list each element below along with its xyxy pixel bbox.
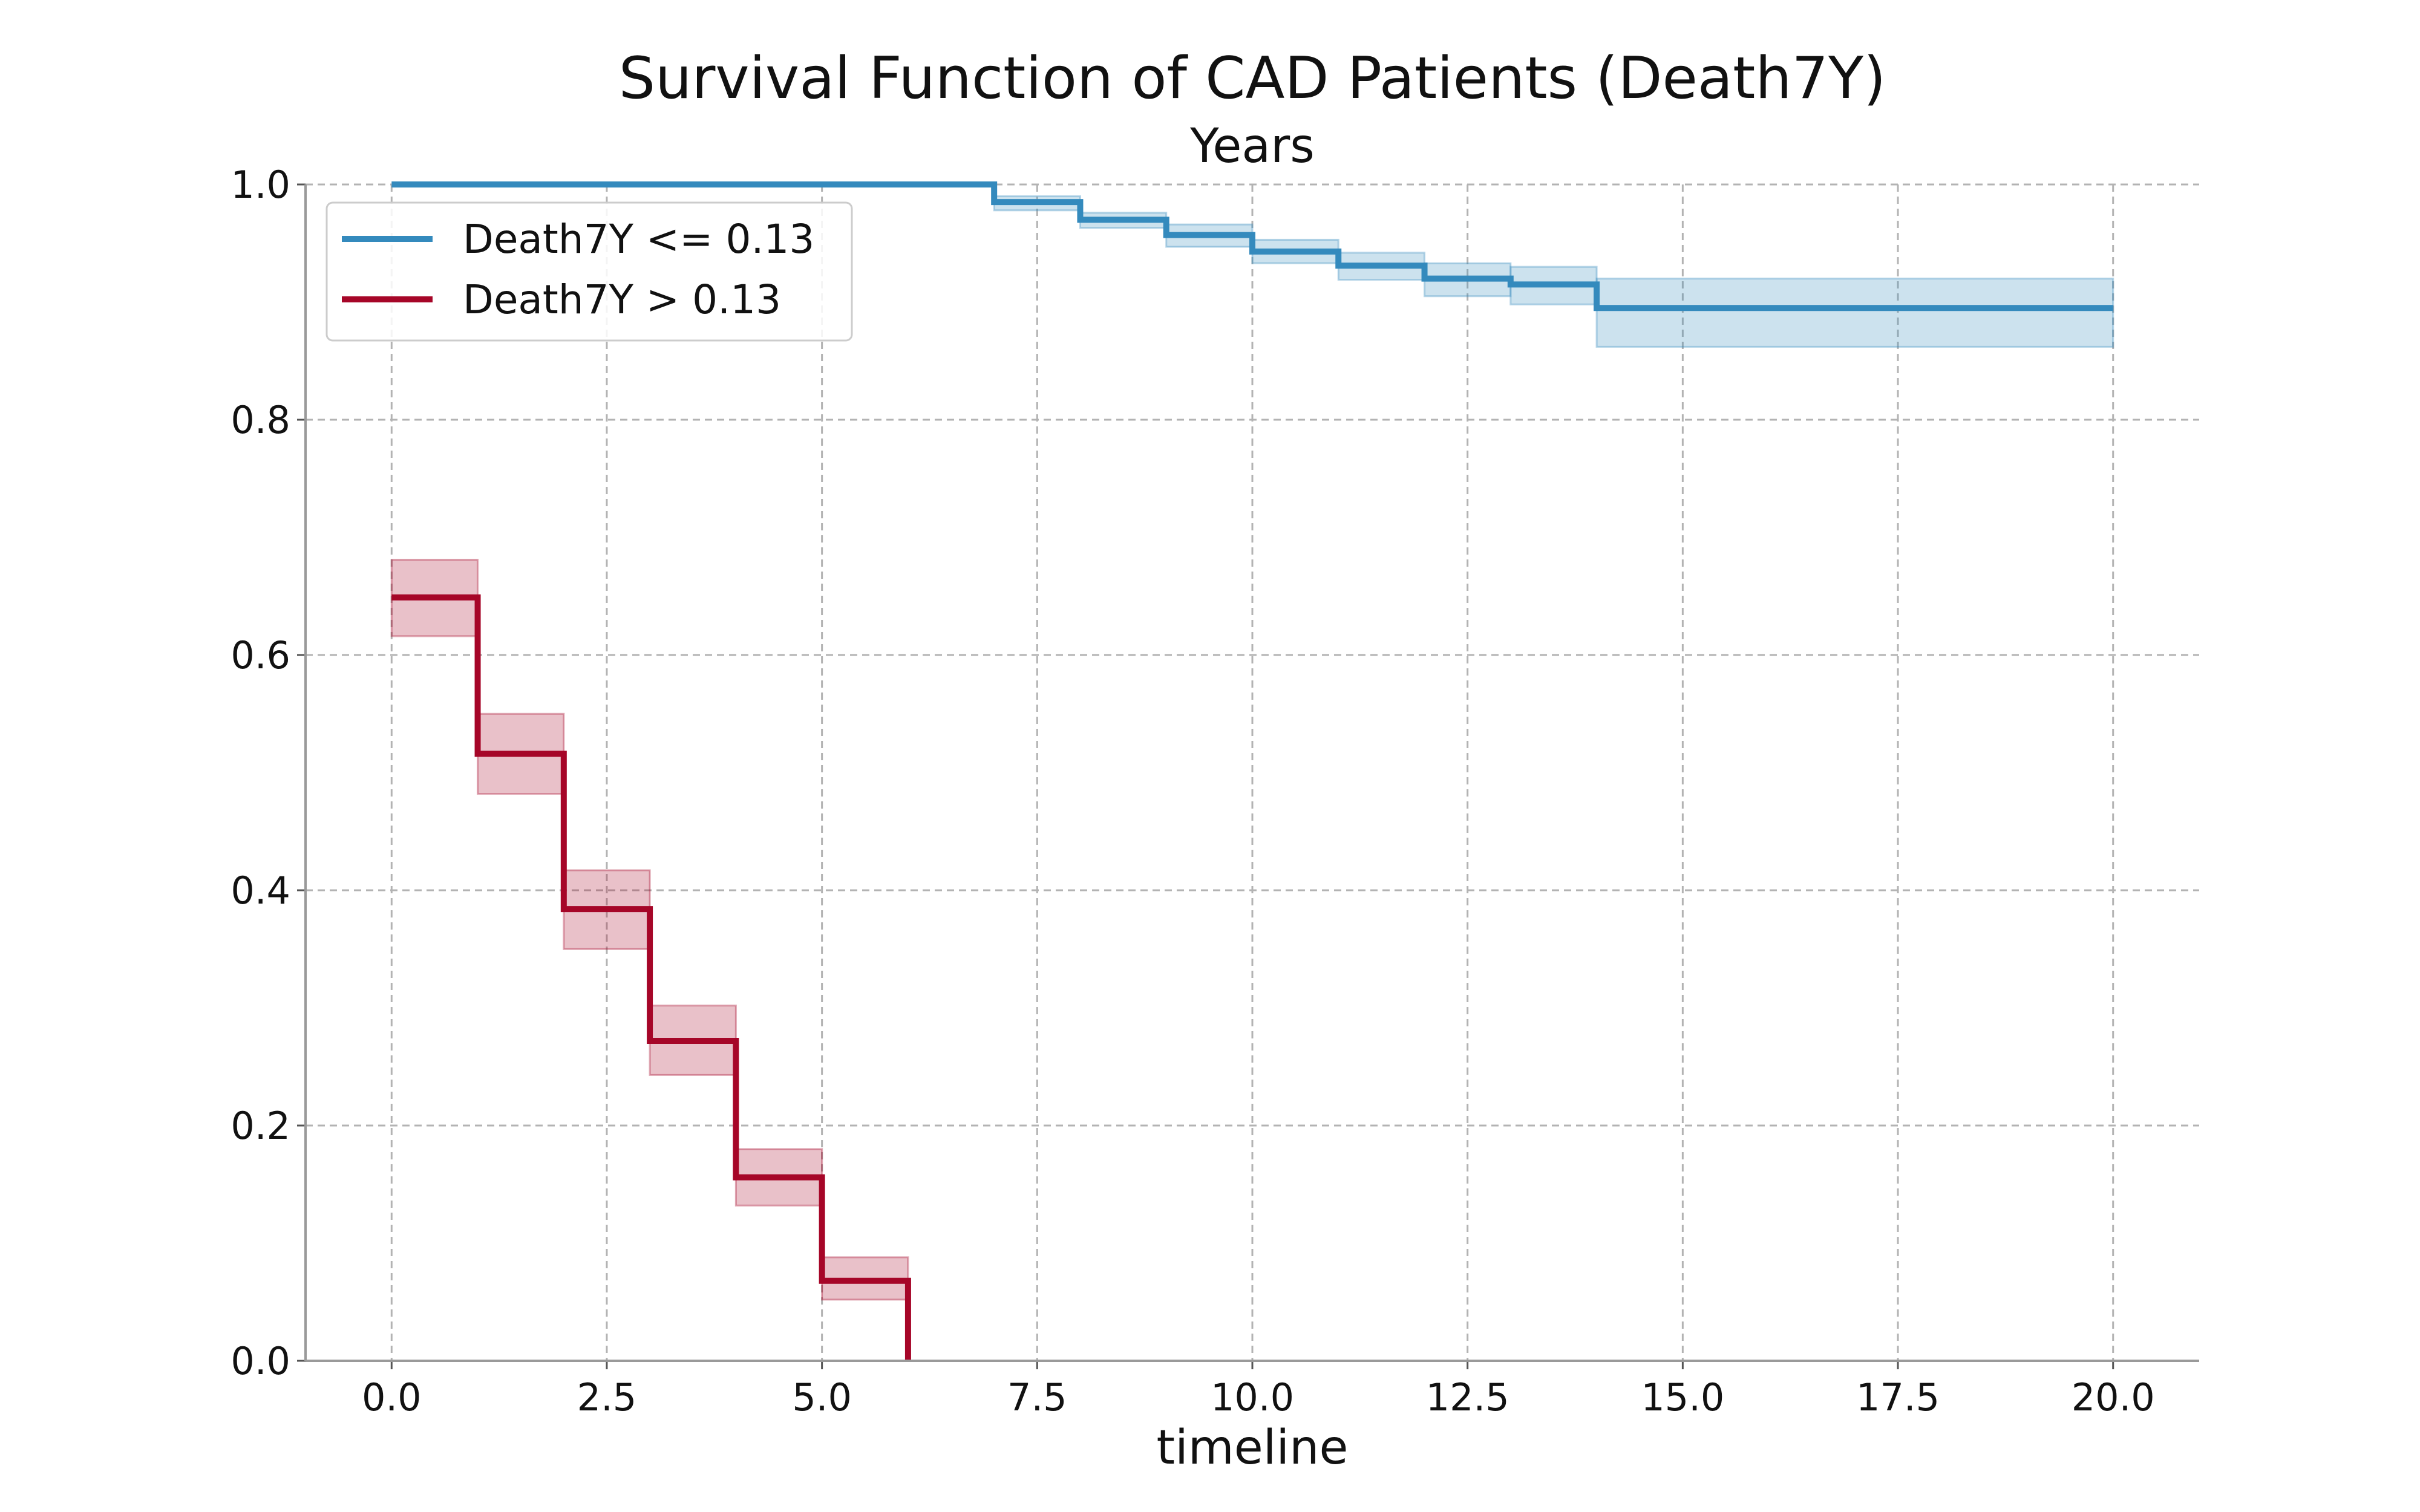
y-tick-label: 1.0 [231,163,290,207]
chart-subtitle: Years [1189,119,1315,174]
survival-line-series-1 [391,594,911,1361]
survival-line-series-0 [391,181,2113,311]
y-tick-label: 0.0 [231,1339,290,1383]
x-tick-label: 12.5 [1426,1375,1509,1419]
legend-label-low-risk: Death7Y <= 0.13 [463,216,814,262]
x-tick-label: 2.5 [577,1375,637,1419]
x-tick-label: 5.0 [792,1375,852,1419]
ci-band-segment [1595,278,2114,348]
y-tick-label: 0.4 [231,868,290,913]
y-tick-label: 0.8 [231,398,290,442]
tick-labels: 0.0 2.5 5.0 7.5 10.0 12.5 15.0 17.5 20.0 0.0 0.2 0.… [231,163,2154,1419]
x-tick-label: 10.0 [1211,1375,1294,1419]
x-tick-label: 20.0 [2072,1375,2155,1419]
legend-label-high-risk: Death7Y > 0.13 [463,276,781,323]
x-tick-label: 0.0 [362,1375,422,1419]
survival-lines [391,181,2113,1361]
y-tick-label: 0.2 [231,1104,290,1148]
y-tick-label: 0.6 [231,633,290,677]
x-tick-label: 7.5 [1007,1375,1067,1419]
chart-title: Survival Function of CAD Patients (Death… [619,45,1886,112]
legend-frame [325,201,853,342]
legend: Death7Y <= 0.13 Death7Y > 0.13 [325,201,853,342]
x-tick-label: 17.5 [1856,1375,1940,1419]
axes [297,183,2199,1369]
grid [306,183,2199,1362]
x-axis-label: timeline [1157,1421,1349,1475]
x-tick-label: 15.0 [1641,1375,1724,1419]
